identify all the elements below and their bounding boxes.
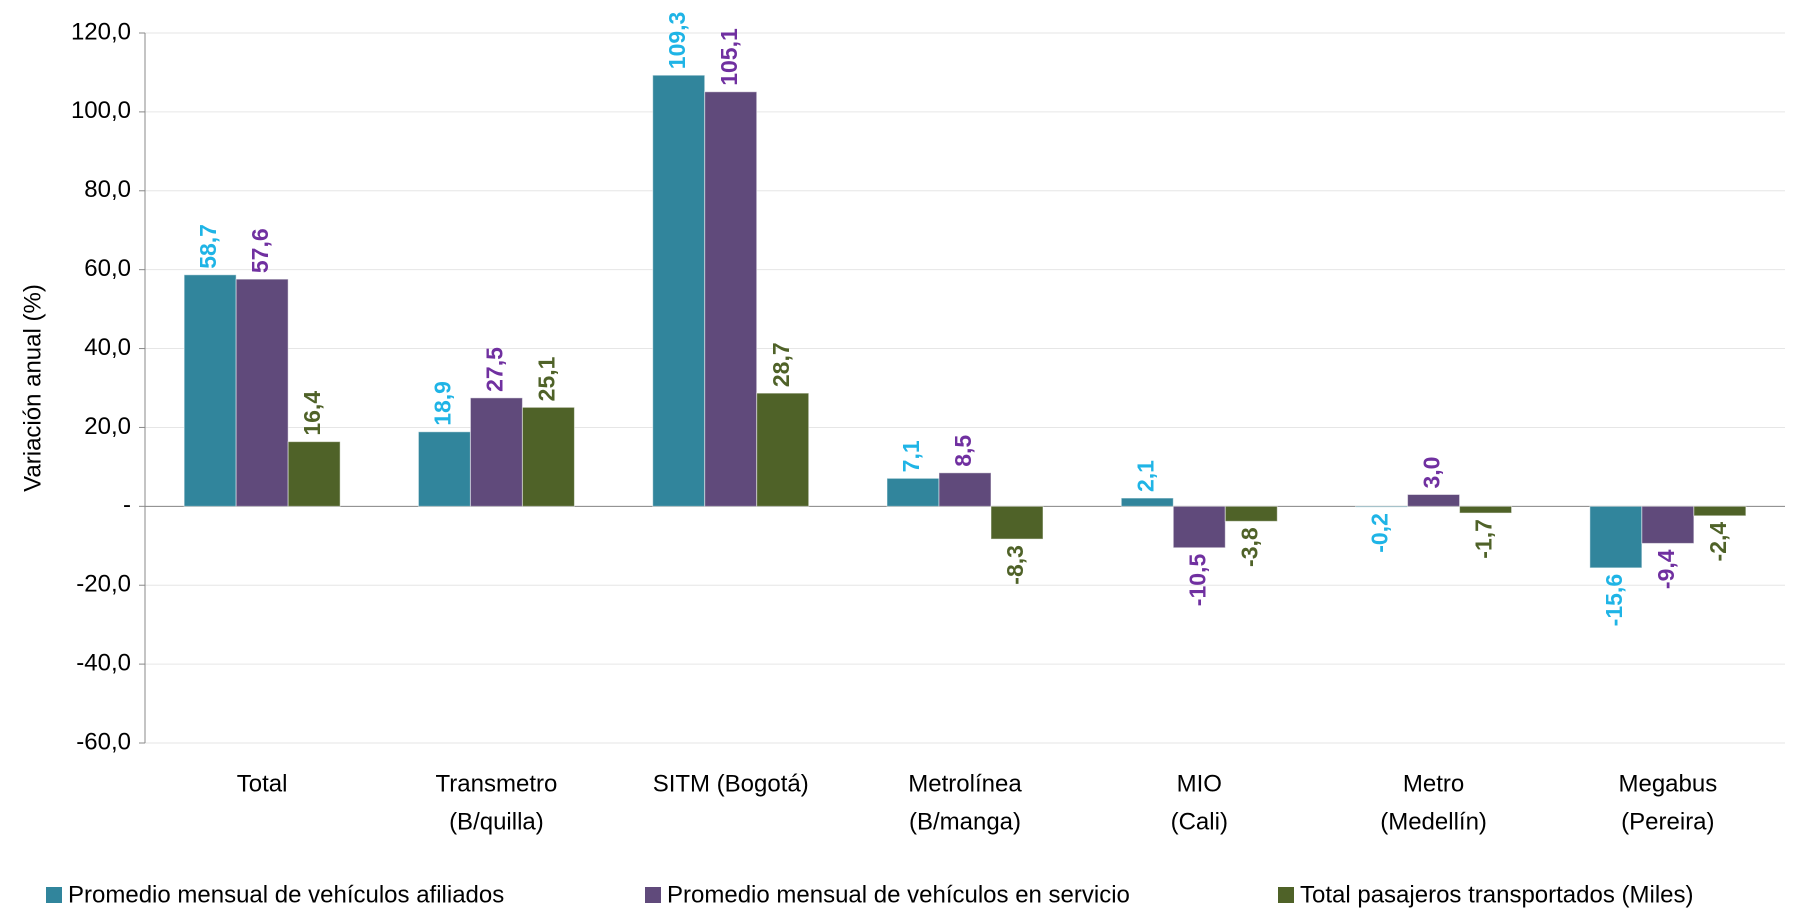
bar: [1693, 505, 1747, 517]
bar: [756, 392, 810, 507]
x-tick-label: Megabus: [1618, 770, 1717, 797]
bar: [938, 472, 992, 507]
x-tick-label: (B/quilla): [449, 808, 544, 835]
value-label: 58,7: [195, 224, 221, 269]
value-label: 8,5: [950, 435, 976, 467]
value-label: -10,5: [1184, 554, 1210, 607]
y-tick-label: 100,0: [71, 97, 131, 124]
value-label: -9,4: [1653, 549, 1679, 589]
bar: [652, 74, 706, 507]
x-tick-label: Transmetro: [436, 770, 558, 797]
value-label: 28,7: [768, 342, 794, 387]
x-tick-label: (Pereira): [1621, 808, 1714, 835]
value-label: 3,0: [1419, 457, 1445, 489]
bar: [287, 441, 341, 507]
bar: [1224, 505, 1278, 522]
y-tick-label: 80,0: [84, 176, 131, 203]
x-tick-label: SITM (Bogotá): [653, 770, 809, 797]
bar: [1355, 505, 1409, 508]
bar: [1172, 505, 1226, 549]
bar: [1120, 497, 1174, 507]
legend-swatch: [645, 887, 661, 903]
value-label: 18,9: [430, 381, 456, 426]
legend-label: Promedio mensual de vehículos en servici…: [667, 881, 1130, 908]
bar: [417, 431, 471, 507]
value-label: 16,4: [299, 391, 325, 436]
bar: [1589, 505, 1643, 569]
value-label: 109,3: [664, 12, 690, 70]
bar: [990, 505, 1044, 540]
x-tick-label: Metrolínea: [908, 770, 1022, 797]
y-tick-label: -60,0: [76, 728, 131, 755]
x-tick-label: MIO: [1177, 770, 1222, 797]
y-tick-label: -40,0: [76, 649, 131, 676]
y-axis-title: Variación anual (%): [19, 284, 46, 492]
legend-label: Promedio mensual de vehículos afiliados: [68, 881, 504, 908]
bar: [235, 278, 289, 507]
value-label: -15,6: [1601, 574, 1627, 626]
bar: [1459, 505, 1513, 514]
y-tick-label: 60,0: [84, 255, 131, 282]
value-label: 7,1: [898, 440, 924, 472]
x-tick-label: (Cali): [1171, 808, 1228, 835]
x-tick-label: (Medellín): [1380, 808, 1487, 835]
bar: [704, 91, 758, 507]
bar: [1641, 505, 1695, 544]
bar: [469, 397, 523, 507]
bar: [521, 406, 575, 507]
value-label: -8,3: [1002, 545, 1028, 585]
bar: [886, 477, 940, 507]
x-tick-label: (B/manga): [909, 808, 1021, 835]
value-label: -3,8: [1236, 527, 1262, 567]
value-label: 105,1: [716, 28, 742, 86]
value-label: -2,4: [1705, 522, 1731, 562]
value-label: 27,5: [482, 347, 508, 392]
x-tick-label: Total: [237, 770, 288, 797]
y-tick-label: 20,0: [84, 413, 131, 440]
bar: [183, 274, 237, 507]
value-label: -1,7: [1471, 519, 1497, 559]
value-label: 25,1: [534, 356, 560, 401]
y-tick-label: -20,0: [76, 571, 131, 598]
legend-label: Total pasajeros transportados (Miles): [1300, 881, 1694, 908]
value-label: 57,6: [247, 228, 273, 273]
value-label: 2,1: [1132, 460, 1158, 492]
x-tick-label: Metro: [1403, 770, 1464, 797]
legend-swatch: [46, 887, 62, 903]
y-tick-label: 120,0: [71, 18, 131, 45]
y-tick-label: 40,0: [84, 334, 131, 361]
legend-swatch: [1278, 887, 1294, 903]
bar: [1407, 494, 1461, 507]
y-tick-label: -: [123, 492, 131, 519]
value-label: -0,2: [1367, 513, 1393, 553]
